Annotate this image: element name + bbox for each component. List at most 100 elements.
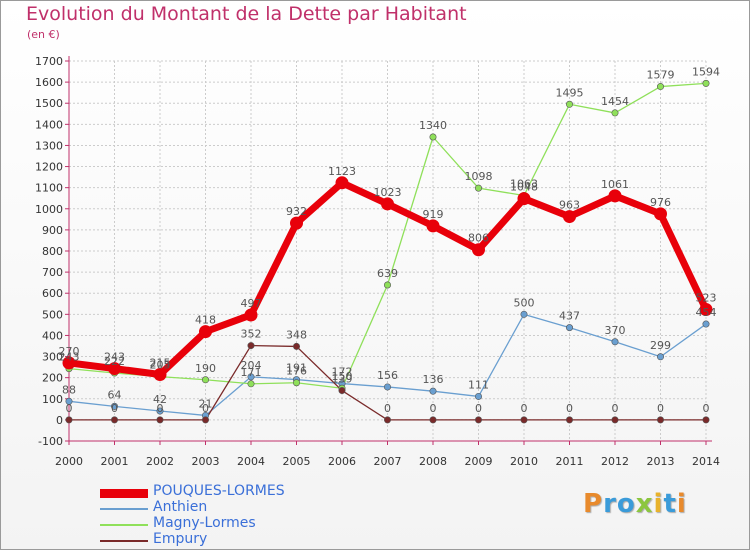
logo-letter: o xyxy=(616,489,636,519)
data-label: 963 xyxy=(559,199,580,212)
x-tick-label: 2011 xyxy=(556,455,584,468)
data-label: 205 xyxy=(150,359,171,372)
data-label: 1454 xyxy=(601,95,629,108)
data-point xyxy=(381,197,394,211)
data-point xyxy=(474,392,482,400)
y-tick-label: 700 xyxy=(42,266,63,279)
x-tick-label: 2012 xyxy=(601,455,629,468)
proxiti-logo: Proxiti xyxy=(583,489,687,519)
data-label: 204 xyxy=(241,359,262,372)
data-label: 1594 xyxy=(692,65,720,78)
data-point xyxy=(62,356,76,370)
y-tick-label: 1500 xyxy=(35,97,63,110)
data-label: 523 xyxy=(696,291,717,304)
data-point xyxy=(247,380,255,388)
data-point xyxy=(699,302,713,316)
y-tick-label: 300 xyxy=(42,351,63,364)
legend-swatch-1 xyxy=(100,508,148,510)
y-tick-label: 0 xyxy=(56,414,63,427)
x-tick-label: 2003 xyxy=(192,455,220,468)
data-point xyxy=(199,325,212,339)
data-label: 243 xyxy=(59,351,80,364)
y-tick-label: 1600 xyxy=(35,76,63,89)
data-label: 0 xyxy=(612,402,619,415)
data-label: 42 xyxy=(153,393,167,406)
data-point xyxy=(565,100,573,108)
chart-subtitle: (en €) xyxy=(27,28,60,41)
data-label: 0 xyxy=(384,402,391,415)
y-tick-label: 600 xyxy=(42,287,63,300)
data-label: 21 xyxy=(199,397,213,410)
data-label: 1048 xyxy=(510,181,538,194)
data-point xyxy=(156,407,164,415)
data-label: 1061 xyxy=(601,178,629,191)
legend-label-2: Magny-Lormes xyxy=(153,515,256,531)
x-tick-label: 2010 xyxy=(510,455,538,468)
data-label: 0 xyxy=(475,402,482,415)
data-label: 437 xyxy=(559,310,580,323)
data-point xyxy=(656,416,664,424)
data-label: 270 xyxy=(59,345,80,358)
legend-swatch-0 xyxy=(100,488,148,498)
data-point xyxy=(108,362,121,376)
data-label: 0 xyxy=(521,402,528,415)
data-point xyxy=(247,342,255,350)
data-label: 1579 xyxy=(647,69,675,82)
data-point xyxy=(611,338,619,346)
x-tick-label: 2005 xyxy=(283,455,311,468)
data-label: 243 xyxy=(104,351,125,364)
chart-title: Evolution du Montant de la Dette par Hab… xyxy=(26,3,467,25)
data-point xyxy=(656,83,664,91)
data-point xyxy=(520,416,528,424)
x-tick-label: 2009 xyxy=(465,455,493,468)
logo-letter: P xyxy=(583,489,604,519)
data-point xyxy=(335,176,349,190)
data-point xyxy=(156,416,164,424)
data-point xyxy=(565,324,573,332)
data-label: 64 xyxy=(108,388,122,401)
x-tick-label: 2000 xyxy=(55,455,83,468)
data-label: 0 xyxy=(202,402,209,415)
data-point xyxy=(292,342,300,350)
data-label: 919 xyxy=(423,208,444,221)
data-point xyxy=(520,310,528,318)
data-label: 352 xyxy=(241,328,262,341)
data-label: 500 xyxy=(514,296,535,309)
data-label: 0 xyxy=(66,402,73,415)
y-tick-label: 1100 xyxy=(35,182,63,195)
data-point xyxy=(611,416,619,424)
data-point xyxy=(517,192,531,206)
legend-swatch-3 xyxy=(100,540,148,542)
data-label: 299 xyxy=(650,339,671,352)
y-tick-label: 1400 xyxy=(35,118,63,131)
data-label: 215 xyxy=(150,357,171,370)
x-tick-label: 2008 xyxy=(419,455,447,468)
data-label: 639 xyxy=(377,267,398,280)
data-point xyxy=(65,397,73,405)
axes xyxy=(65,56,712,445)
data-label: 497 xyxy=(241,297,262,310)
y-tick-label: 100 xyxy=(42,393,63,406)
logo-letter: i xyxy=(653,489,664,519)
data-label: 150 xyxy=(332,370,353,383)
y-tick-label: 1000 xyxy=(35,203,63,216)
data-label: 1495 xyxy=(556,86,584,99)
legend-swatch-2 xyxy=(100,524,148,526)
data-point xyxy=(111,416,119,424)
data-point xyxy=(153,368,167,381)
tick-labels: -100010020030040050060070080090010001100… xyxy=(35,55,720,468)
data-label: 1340 xyxy=(419,119,447,132)
data-label: 136 xyxy=(423,373,444,386)
data-point xyxy=(244,308,258,322)
data-label: 88 xyxy=(62,383,76,396)
data-point xyxy=(383,383,391,391)
data-point xyxy=(383,416,391,424)
data-label: 418 xyxy=(195,314,216,327)
data-point xyxy=(656,353,664,361)
data-label: 171 xyxy=(241,366,262,379)
legend-label-3: Empury xyxy=(153,531,208,547)
data-point xyxy=(65,416,73,424)
data-label: 454 xyxy=(696,306,717,319)
